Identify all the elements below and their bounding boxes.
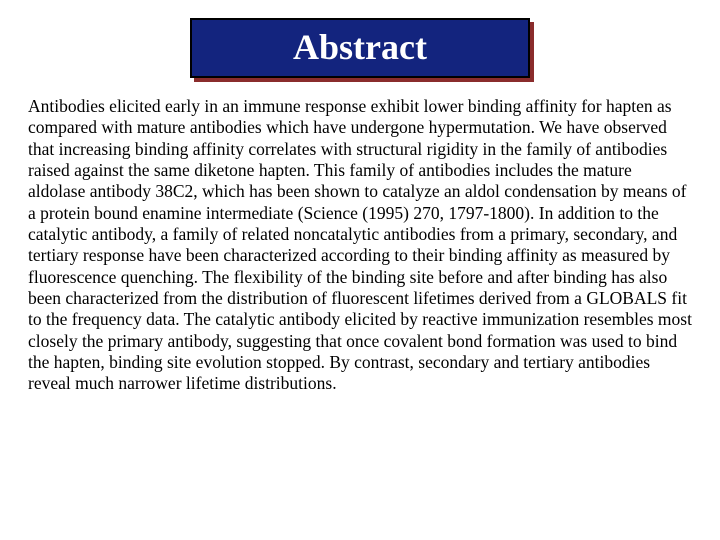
abstract-body: Antibodies elicited early in an immune r… (28, 96, 692, 395)
slide-container: Abstract Antibodies elicited early in an… (0, 0, 720, 540)
title-box: Abstract (190, 18, 530, 78)
slide-title: Abstract (293, 27, 427, 67)
